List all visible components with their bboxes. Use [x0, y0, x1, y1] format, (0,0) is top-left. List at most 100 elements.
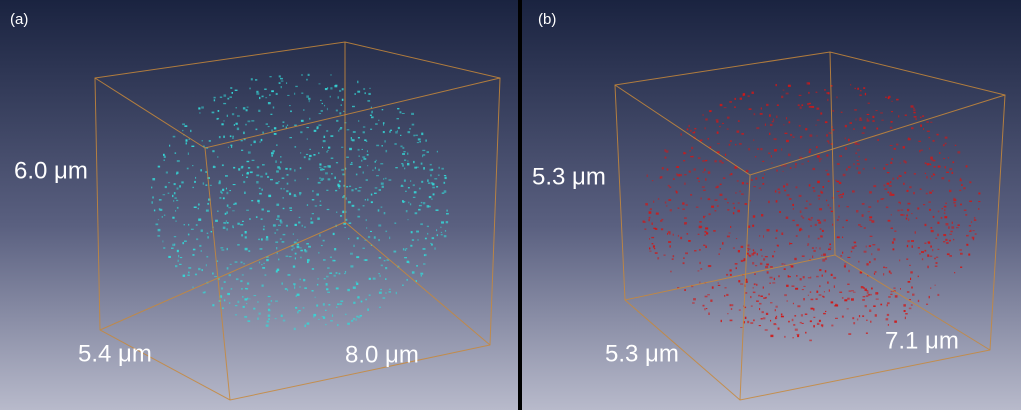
voxel	[327, 267, 330, 268]
voxel	[748, 226, 750, 228]
voxel	[929, 209, 931, 211]
voxel	[273, 224, 276, 226]
voxel	[368, 236, 370, 238]
voxel	[365, 199, 366, 201]
voxel	[262, 285, 264, 287]
voxel	[187, 168, 189, 170]
voxel	[911, 287, 912, 289]
voxel	[891, 228, 893, 229]
voxel	[752, 92, 754, 94]
voxel	[335, 177, 336, 179]
voxel	[922, 116, 924, 117]
voxel	[795, 329, 798, 331]
voxel	[410, 245, 412, 247]
voxel	[678, 235, 679, 237]
voxel	[823, 313, 826, 314]
voxel	[774, 323, 777, 324]
voxel	[331, 74, 332, 76]
voxel	[162, 240, 163, 242]
voxel	[247, 298, 248, 300]
voxel	[668, 241, 671, 243]
voxel	[784, 190, 786, 192]
voxel	[649, 238, 650, 239]
voxel	[822, 275, 823, 277]
voxel	[864, 251, 867, 253]
voxel	[173, 200, 174, 202]
voxel	[670, 271, 671, 273]
voxel	[378, 273, 379, 274]
voxel	[844, 265, 846, 267]
voxel	[673, 255, 675, 257]
voxel	[784, 294, 787, 296]
voxel	[444, 235, 447, 237]
voxel	[946, 223, 949, 226]
voxel	[304, 287, 307, 289]
voxel	[370, 231, 372, 232]
voxel	[874, 258, 876, 260]
voxel	[229, 274, 231, 276]
voxel	[863, 296, 866, 297]
voxel	[756, 300, 759, 302]
voxel	[831, 325, 833, 327]
voxel	[416, 135, 418, 136]
voxel	[803, 276, 805, 278]
voxel	[268, 195, 271, 197]
voxel	[386, 150, 388, 152]
voxel	[731, 304, 734, 306]
voxel	[836, 96, 837, 98]
voxel	[743, 260, 746, 261]
voxel	[358, 316, 361, 318]
voxel	[802, 289, 804, 290]
voxel	[421, 275, 422, 277]
voxel	[217, 118, 219, 120]
voxel	[672, 259, 674, 260]
voxel	[877, 249, 880, 251]
voxel	[323, 140, 326, 142]
voxel	[847, 298, 850, 300]
voxel	[420, 273, 423, 275]
voxel	[735, 192, 736, 194]
voxel	[740, 283, 743, 284]
voxel	[819, 161, 820, 162]
voxel	[353, 287, 356, 289]
voxel	[730, 320, 733, 322]
voxel	[761, 107, 762, 109]
voxel	[789, 242, 790, 244]
voxel	[818, 195, 821, 197]
voxel	[680, 237, 682, 239]
voxel	[840, 255, 842, 256]
voxel	[232, 137, 233, 139]
voxel	[928, 242, 930, 244]
voxel	[199, 112, 200, 113]
voxel	[656, 213, 659, 215]
voxel	[784, 268, 786, 270]
voxel	[299, 247, 301, 248]
voxel	[401, 185, 404, 187]
voxel	[914, 108, 915, 109]
voxel	[371, 201, 373, 203]
voxel	[809, 103, 811, 104]
voxel	[654, 248, 655, 249]
voxel	[360, 315, 362, 317]
voxel	[275, 242, 278, 243]
voxel	[227, 267, 229, 269]
voxel	[789, 121, 791, 123]
voxel	[969, 181, 971, 183]
voxel	[857, 163, 860, 165]
voxel	[245, 231, 247, 234]
voxel	[200, 169, 202, 171]
voxel	[928, 202, 931, 203]
voxel	[291, 249, 293, 251]
voxel	[645, 203, 648, 205]
voxel	[402, 113, 405, 114]
voxel	[262, 189, 263, 191]
voxel	[823, 254, 826, 256]
voxel	[389, 237, 390, 240]
voxel	[434, 247, 436, 249]
voxel	[286, 225, 288, 227]
voxel	[357, 296, 359, 298]
voxel	[718, 253, 720, 255]
voxel	[398, 127, 400, 129]
voxel	[830, 207, 832, 208]
voxel	[897, 210, 899, 212]
